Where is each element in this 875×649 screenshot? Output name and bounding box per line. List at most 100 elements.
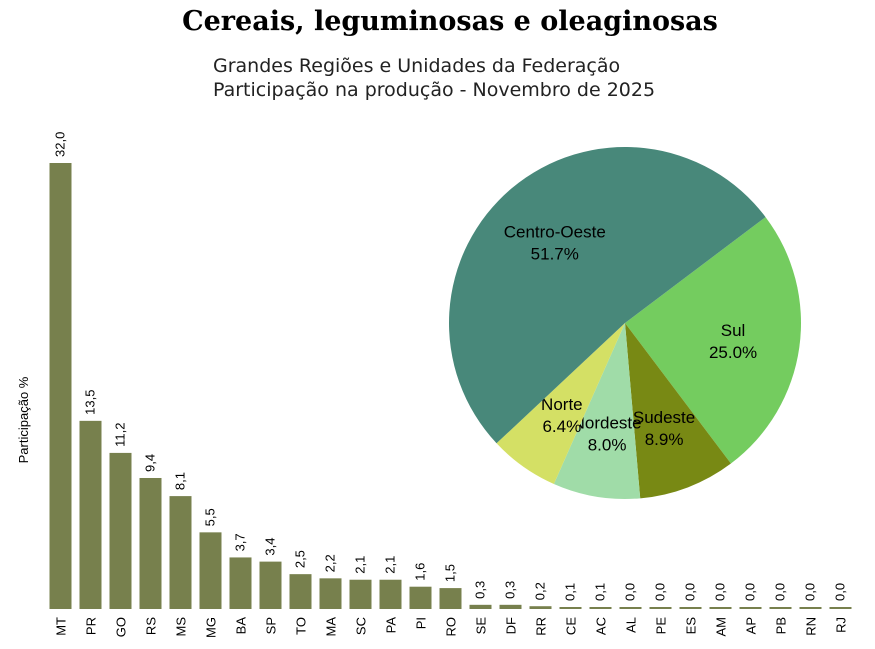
pie-slice-norte bbox=[496, 323, 625, 484]
x-tick-label: PA bbox=[384, 617, 399, 634]
x-tick-label: CE bbox=[564, 617, 579, 635]
bar-es bbox=[679, 607, 702, 609]
pie-chart: Sul 25.0% Sudeste 8.9%Nordeste 8.0% Norte 6.4%… bbox=[449, 147, 801, 499]
bar-df bbox=[499, 604, 522, 609]
bar-value-label: 0,1 bbox=[563, 583, 578, 601]
bar-rs bbox=[139, 477, 162, 609]
bar-value-label: 0,2 bbox=[533, 582, 548, 600]
x-tick-label: AL bbox=[624, 617, 639, 633]
bar-value-label: 11,2 bbox=[113, 423, 128, 447]
bar-pa bbox=[379, 579, 402, 609]
pie-slice-name-label: Centro-Oeste bbox=[504, 222, 606, 241]
x-tick-label: AP bbox=[744, 617, 759, 634]
bar-value-label: 32,0 bbox=[53, 132, 68, 157]
chart-subtitle-regions: Grandes Regiões e Unidades da Federação bbox=[213, 55, 621, 77]
bar-value-label: 9,4 bbox=[143, 454, 158, 472]
bar-value-label: 2,2 bbox=[323, 554, 338, 572]
x-tick-label: MT bbox=[54, 617, 69, 636]
pie-slice-centro-oeste bbox=[449, 147, 766, 444]
bar-value-label: 0,0 bbox=[833, 583, 848, 601]
bar-sp bbox=[259, 561, 282, 609]
bar-value-label: 0,0 bbox=[773, 583, 788, 601]
bar-value-label: 2,1 bbox=[383, 556, 398, 574]
pie-slice-name-label: Norte bbox=[541, 395, 583, 414]
bar-value-label: 3,4 bbox=[263, 538, 278, 556]
pie-slice-name-label: Sul bbox=[721, 321, 746, 340]
bar-pi bbox=[409, 586, 432, 609]
bar-mg bbox=[199, 532, 222, 609]
x-tick-label: SE bbox=[474, 617, 489, 635]
x-tick-label: RR bbox=[534, 617, 549, 636]
bar-value-label: 8,1 bbox=[173, 472, 188, 490]
bar-mt bbox=[49, 163, 72, 609]
bar-value-label: 0,0 bbox=[803, 583, 818, 601]
bar-am bbox=[709, 607, 732, 609]
bar-value-label: 0,0 bbox=[623, 583, 638, 601]
x-tick-label: PB bbox=[774, 617, 789, 634]
bar-go bbox=[109, 452, 132, 609]
pie-slice-percent-label: 8.9% bbox=[645, 430, 684, 449]
pie-slice-percent-label: 6.4% bbox=[542, 417, 581, 436]
pie-slice-name-label: Sudeste bbox=[633, 408, 695, 427]
bar-value-label: 0,0 bbox=[713, 583, 728, 601]
x-tick-label: RN bbox=[804, 617, 819, 636]
x-tick-label: ES bbox=[684, 617, 699, 635]
pie-slice-name-label: Nordeste bbox=[573, 414, 642, 433]
bar-value-label: 2,5 bbox=[293, 550, 308, 568]
pie-slice-sul bbox=[625, 217, 801, 464]
bar-value-label: 0,0 bbox=[683, 583, 698, 601]
bar-ba bbox=[229, 557, 252, 609]
x-tick-label: SC bbox=[354, 617, 369, 635]
x-tick-label: TO bbox=[294, 617, 309, 635]
bar-value-label: 0,0 bbox=[653, 583, 668, 601]
x-tick-label: GO bbox=[114, 617, 129, 637]
bar-value-label: 13,5 bbox=[83, 390, 98, 415]
x-tick-label: RS bbox=[144, 617, 159, 635]
pie-slice-percent-label: 25.0% bbox=[709, 343, 757, 362]
bar-rn bbox=[799, 607, 822, 609]
x-tick-label: MG bbox=[204, 617, 219, 638]
bar-value-label: 0,3 bbox=[503, 581, 518, 599]
bar-al bbox=[619, 607, 642, 609]
x-tick-label: PI bbox=[414, 617, 429, 629]
bar-pb bbox=[769, 607, 792, 609]
bar-ac bbox=[589, 607, 612, 609]
bar-value-label: 3,7 bbox=[233, 533, 248, 551]
chart-title: Cereais, leguminosas e oleaginosas bbox=[182, 6, 718, 37]
x-tick-label: DF bbox=[504, 617, 519, 634]
bar-value-label: 1,6 bbox=[413, 563, 428, 581]
x-tick-label: PR bbox=[84, 617, 99, 635]
bar-ro bbox=[439, 588, 462, 609]
bar-value-label: 5,5 bbox=[203, 508, 218, 526]
x-tick-label: MA bbox=[324, 617, 339, 637]
bar-value-label: 0,0 bbox=[743, 583, 758, 601]
bar-to bbox=[289, 574, 312, 609]
bar-value-label: 1,5 bbox=[443, 564, 458, 582]
bar-rr bbox=[529, 606, 552, 609]
pie-slice-sudeste bbox=[625, 323, 731, 499]
chart-subtitle-period: Participação na produção - Novembro de 2… bbox=[213, 79, 656, 101]
bar-ms bbox=[169, 496, 192, 609]
pie-slice-percent-label: 51.7% bbox=[531, 244, 579, 263]
x-tick-label: PE bbox=[654, 617, 669, 635]
bar-pr bbox=[79, 420, 102, 609]
bar-chart: 32,0 MT 13,5 PR 11,2 GO 9,4 RS 8,1 MS 5,5 MG 3,7 BA 3,… bbox=[49, 132, 852, 638]
bar-se bbox=[469, 604, 492, 609]
x-tick-label: SP bbox=[264, 617, 279, 634]
bar-value-label: 0,1 bbox=[593, 583, 608, 601]
y-axis-label: Participação % bbox=[16, 376, 31, 463]
pie-slice-percent-label: 8.0% bbox=[588, 436, 627, 455]
x-tick-label: AC bbox=[594, 617, 609, 635]
x-tick-label: BA bbox=[234, 617, 249, 635]
bar-ma bbox=[319, 578, 342, 609]
bar-ce bbox=[559, 607, 582, 609]
bar-rj bbox=[829, 607, 852, 609]
bar-value-label: 0,3 bbox=[473, 581, 488, 599]
x-tick-label: AM bbox=[714, 617, 729, 637]
x-tick-label: MS bbox=[174, 617, 189, 637]
pie-slice-nordeste bbox=[553, 323, 641, 499]
bar-pe bbox=[649, 607, 672, 609]
bar-sc bbox=[349, 579, 372, 609]
bar-ap bbox=[739, 607, 762, 609]
